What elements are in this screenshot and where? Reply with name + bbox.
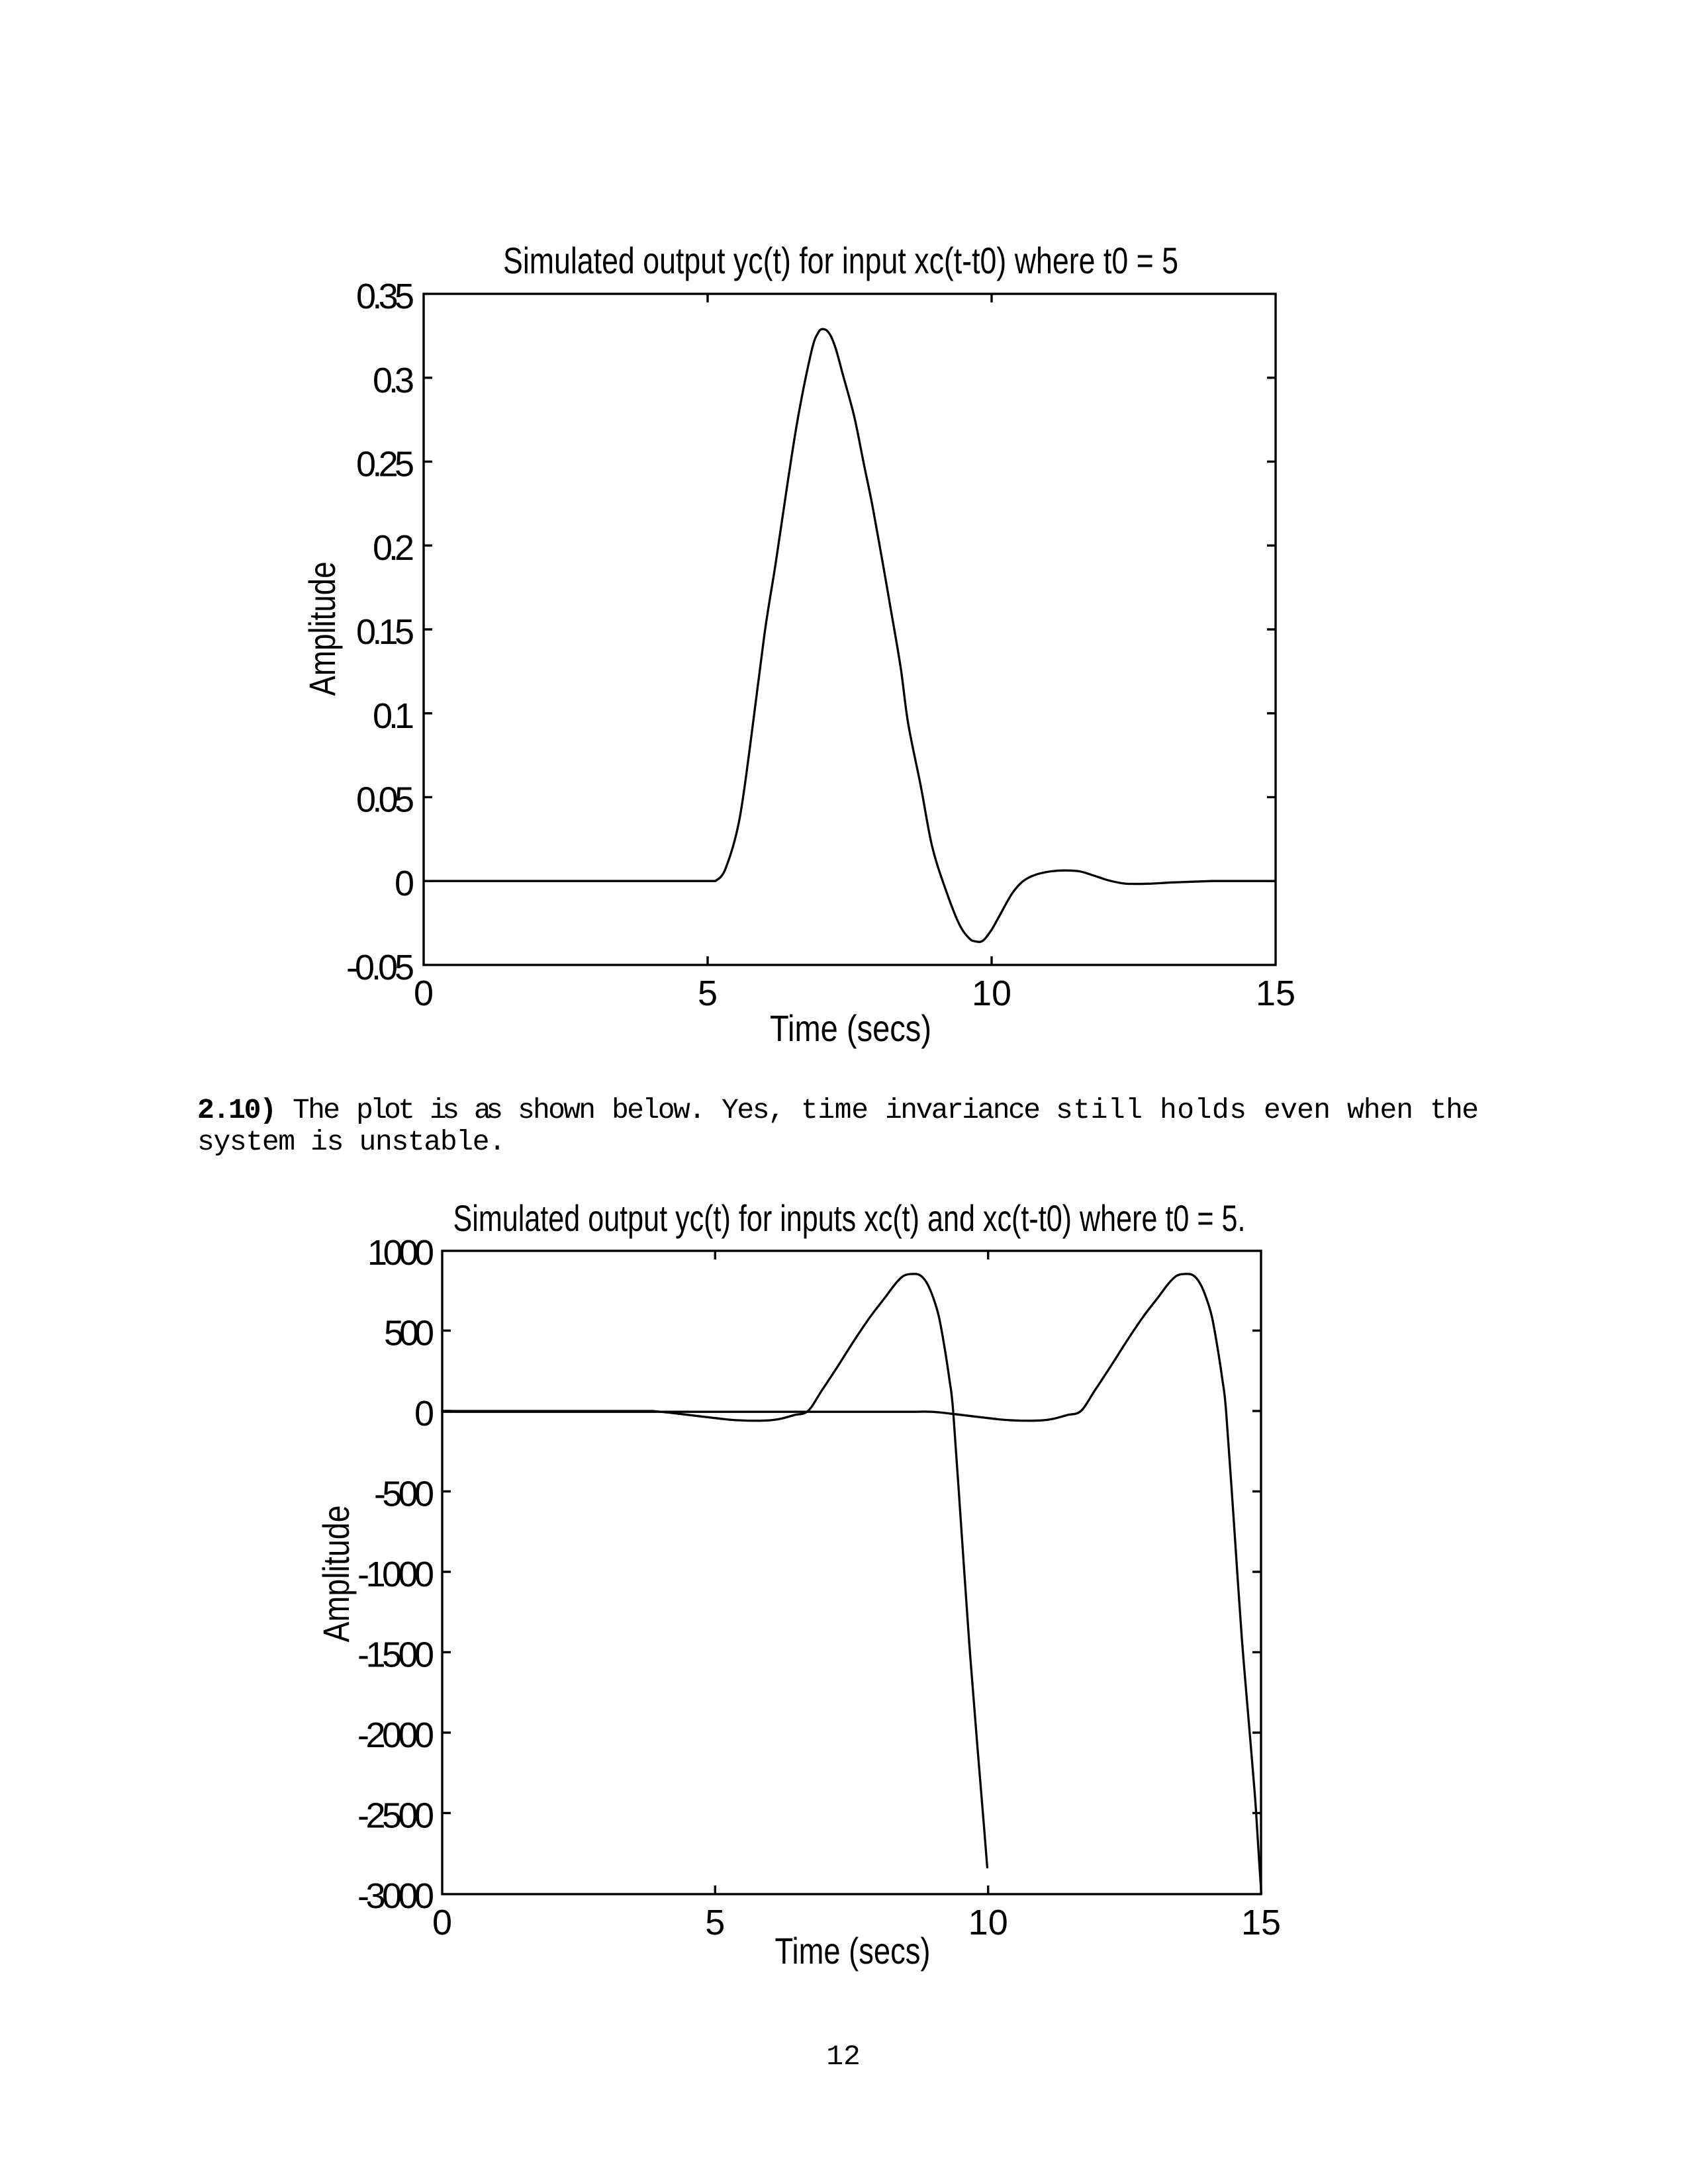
svg-text:Amplitude: Amplitude [315,1506,357,1643]
svg-text:invariance: invariance [885,1094,1041,1126]
svg-text:-3000: -3000 [357,1876,434,1916]
svg-text:5: 5 [698,974,718,1013]
svg-text:2.10): 2.10) [197,1094,277,1126]
svg-text:is: is [430,1094,459,1126]
svg-text:0.1: 0.1 [373,696,414,736]
svg-text:as: as [474,1094,503,1126]
svg-text:Time (secs): Time (secs) [775,1930,931,1972]
svg-text:0.25: 0.25 [356,445,414,484]
svg-text:Yes,: Yes, [722,1094,785,1126]
svg-text:0: 0 [414,974,434,1013]
svg-text:-1500: -1500 [357,1635,434,1675]
svg-text:Simulated output yc(t) for inp: Simulated output yc(t) for inputs xc(t) … [453,1197,1246,1239]
svg-text:-500: -500 [374,1475,434,1514]
svg-text:-2000: -2000 [357,1715,434,1755]
svg-text:0.05: 0.05 [356,780,414,820]
svg-text:-0.05: -0.05 [346,948,414,987]
svg-text:Simulated output yc(t) for inp: Simulated output yc(t) for input xc(t-t0… [503,240,1178,281]
svg-text:10: 10 [972,974,1011,1013]
svg-text:Amplitude: Amplitude [301,562,343,696]
svg-text:Time (secs): Time (secs) [770,1007,931,1049]
svg-text:still: still [1056,1094,1143,1126]
svg-text:0: 0 [432,1903,452,1942]
svg-text:0.3: 0.3 [373,361,414,400]
svg-text:the: the [1430,1094,1479,1126]
svg-text:15: 15 [1241,1903,1281,1942]
svg-text:-2500: -2500 [357,1796,434,1836]
svg-text:500: 500 [384,1314,434,1353]
svg-text:0: 0 [414,1394,434,1433]
svg-text:-1000: -1000 [357,1555,434,1594]
svg-text:below.: below. [612,1094,706,1126]
svg-text:1000: 1000 [367,1233,434,1273]
svg-text:The: The [293,1094,340,1126]
svg-text:15: 15 [1256,974,1295,1013]
svg-text:plot: plot [356,1094,415,1126]
svg-text:shown: shown [518,1094,596,1126]
svg-text:even: even [1264,1094,1331,1126]
svg-text:10: 10 [968,1903,1008,1942]
svg-text:0.2: 0.2 [373,528,414,568]
svg-text:5: 5 [705,1903,725,1942]
svg-text:when: when [1347,1094,1413,1126]
svg-text:0: 0 [395,864,414,903]
svg-text:0.15: 0.15 [356,612,414,652]
svg-text:system is unstable.: system is unstable. [197,1126,506,1158]
svg-text:time: time [801,1094,868,1126]
svg-text:holds: holds [1160,1094,1246,1126]
svg-text:12: 12 [826,2040,861,2073]
svg-text:0.35: 0.35 [356,277,414,316]
